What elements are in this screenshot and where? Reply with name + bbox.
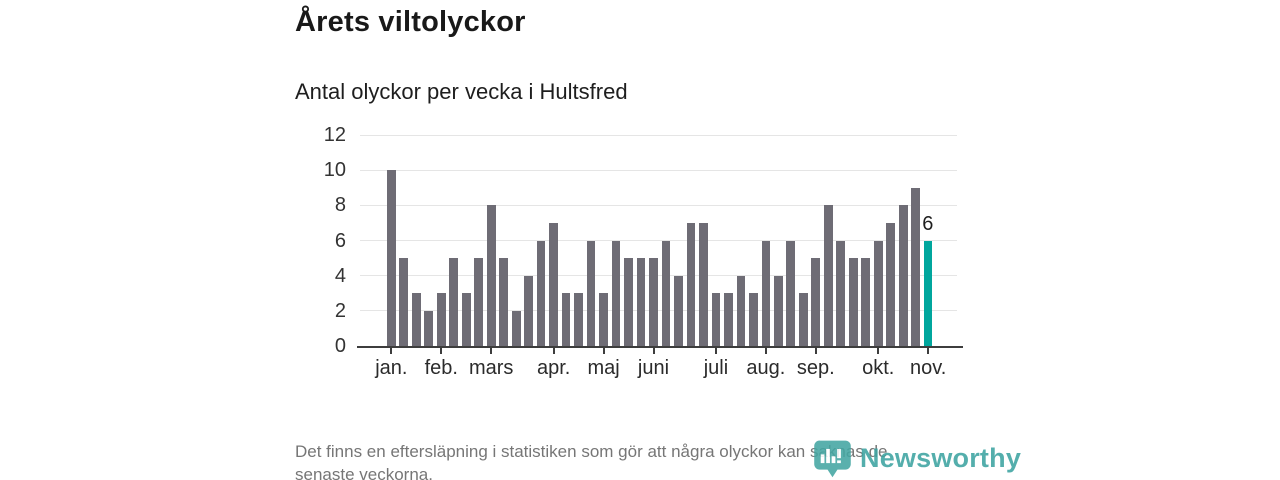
bar xyxy=(399,258,409,346)
newsworthy-logo: Newsworthy xyxy=(812,438,1021,479)
gridline xyxy=(360,310,957,312)
gridline xyxy=(360,169,957,171)
bar xyxy=(836,240,846,346)
month-label: okt. xyxy=(862,357,895,379)
bar xyxy=(761,240,771,346)
bar xyxy=(411,293,421,346)
bar xyxy=(686,222,696,346)
bar xyxy=(861,258,871,346)
bar xyxy=(848,258,858,346)
bar xyxy=(561,293,571,346)
bar xyxy=(811,258,821,346)
month-label: maj xyxy=(587,357,620,379)
y-tick-label: 4 xyxy=(334,264,346,287)
newsworthy-wordmark: Newsworthy xyxy=(860,443,1022,473)
bar xyxy=(798,293,808,346)
bar xyxy=(449,258,459,346)
newsworthy-pin-icon xyxy=(814,440,851,478)
month-label: apr. xyxy=(536,357,571,379)
bar xyxy=(474,258,484,346)
bar xyxy=(574,293,583,346)
bar xyxy=(736,275,746,346)
month-tick xyxy=(714,348,717,354)
chart-title: Årets viltolyckor xyxy=(295,6,526,38)
footer-line-2: senaste veckorna. xyxy=(295,465,433,480)
month-tick xyxy=(652,348,655,354)
bar xyxy=(387,170,396,346)
bar xyxy=(886,222,896,346)
month-label: feb. xyxy=(424,357,458,379)
bar xyxy=(711,293,721,346)
month-tick xyxy=(440,348,443,354)
footer-line-1: Det finns en eftersläpning i statistiken… xyxy=(295,442,888,461)
month-label: aug. xyxy=(746,357,786,379)
bar xyxy=(699,222,708,346)
bar xyxy=(611,240,621,346)
bar xyxy=(873,240,883,346)
bar xyxy=(511,310,521,346)
bar xyxy=(636,258,646,346)
y-tick-label: 10 xyxy=(323,159,346,182)
bar xyxy=(674,275,683,346)
bar xyxy=(499,258,509,346)
month-tick xyxy=(814,348,817,354)
gridline xyxy=(360,204,957,206)
month-tick xyxy=(764,348,767,354)
bar xyxy=(524,275,533,346)
bar xyxy=(536,240,546,346)
highlight-bar xyxy=(923,240,933,346)
plot-area: 6 jan. feb. mars apr. maj juni juli aug. sep. okt… xyxy=(357,134,963,379)
month-label: jan. xyxy=(375,357,408,379)
gridline xyxy=(360,240,957,241)
bar xyxy=(486,205,496,346)
month-label: mars xyxy=(468,357,514,379)
month-label: nov. xyxy=(909,357,947,379)
bar xyxy=(436,293,446,346)
bar xyxy=(599,293,608,346)
month-label: juli xyxy=(703,357,729,379)
bar xyxy=(786,240,796,346)
month-tick xyxy=(877,348,880,354)
y-axis: 0 2 4 6 8 10 12 xyxy=(288,124,346,357)
bar xyxy=(823,205,833,346)
bar xyxy=(649,258,658,346)
bar xyxy=(586,240,596,346)
bar xyxy=(424,310,434,346)
y-tick-label: 8 xyxy=(334,194,346,217)
month-label: juni xyxy=(637,357,670,379)
month-tick xyxy=(602,348,605,354)
bar xyxy=(549,222,558,346)
bar xyxy=(624,258,633,346)
month-tick xyxy=(390,348,393,354)
bar xyxy=(724,293,733,346)
x-axis-line xyxy=(357,346,963,348)
month-tick xyxy=(552,348,555,354)
bar xyxy=(774,275,783,346)
y-tick-label: 0 xyxy=(334,335,346,357)
chart-subtitle: Antal olyckor per vecka i Hultsfred xyxy=(295,79,628,104)
y-tick-label: 2 xyxy=(334,299,346,322)
footer-note: Det finns en eftersläpning i statistiken… xyxy=(295,440,995,480)
gridline xyxy=(360,134,957,136)
bar xyxy=(911,187,920,346)
bar xyxy=(749,293,758,346)
bar xyxy=(661,240,671,346)
month-tick xyxy=(927,348,930,354)
bar xyxy=(898,205,908,346)
gridline xyxy=(360,275,957,277)
bar xyxy=(461,293,471,346)
y-tick-label: 6 xyxy=(334,229,346,252)
y-tick-label: 12 xyxy=(323,124,346,146)
highlight-value-label: 6 xyxy=(922,212,934,235)
month-label: sep. xyxy=(796,357,835,379)
month-tick xyxy=(490,348,493,354)
